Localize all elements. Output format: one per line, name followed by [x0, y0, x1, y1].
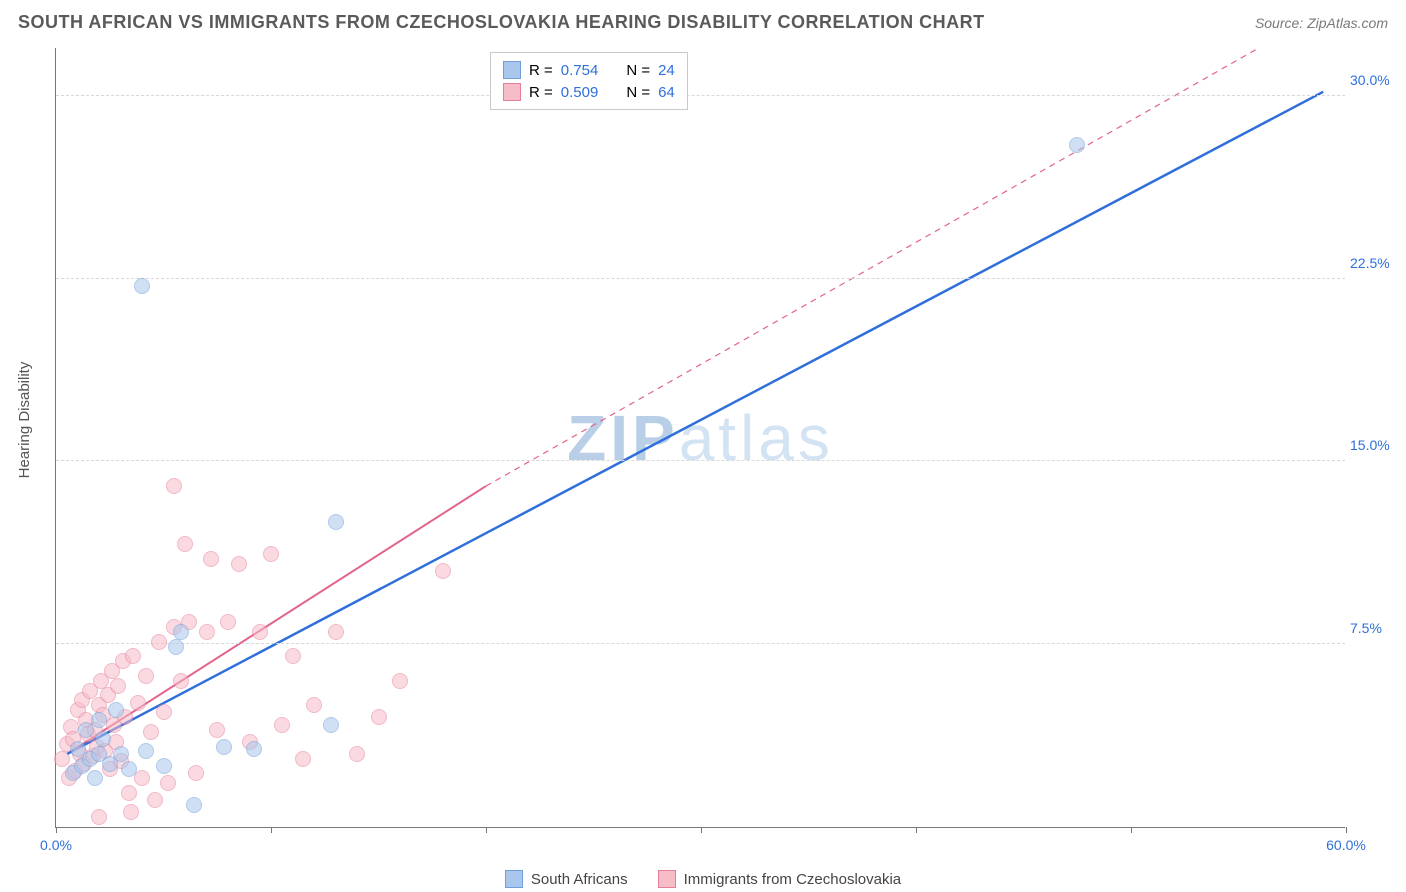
gridline-h: [56, 643, 1345, 644]
scatter-point-series2: [110, 678, 126, 694]
scatter-point-series2: [130, 695, 146, 711]
gridline-h: [56, 460, 1345, 461]
scatter-point-series2: [349, 746, 365, 762]
x-tick: [916, 827, 917, 833]
scatter-point-series2: [134, 770, 150, 786]
y-axis-label: Hearing Disability: [16, 362, 33, 479]
scatter-point-series2: [371, 709, 387, 725]
scatter-point-series1: [95, 731, 111, 747]
r-value: 0.754: [561, 62, 599, 79]
scatter-point-series2: [209, 722, 225, 738]
swatch-series2: [503, 83, 521, 101]
scatter-point-series1: [138, 743, 154, 759]
swatch-series2: [658, 870, 676, 888]
y-tick-label: 15.0%: [1350, 437, 1400, 453]
scatter-point-series1: [108, 702, 124, 718]
n-value: 64: [658, 84, 675, 101]
watermark-bold: ZIP: [567, 402, 679, 474]
x-tick-label: 60.0%: [1326, 837, 1366, 853]
swatch-series1: [503, 61, 521, 79]
r-label: R =: [529, 62, 553, 79]
legend-row-1: R = 0.754 N = 24: [503, 59, 675, 81]
r-label: R =: [529, 84, 553, 101]
y-tick-label: 22.5%: [1350, 255, 1400, 271]
scatter-point-series2: [392, 673, 408, 689]
watermark-light: atlas: [679, 402, 834, 474]
scatter-point-series2: [328, 624, 344, 640]
scatter-point-series2: [151, 634, 167, 650]
scatter-point-series2: [220, 614, 236, 630]
scatter-point-series1: [121, 761, 137, 777]
scatter-point-series2: [203, 551, 219, 567]
scatter-point-series1: [156, 758, 172, 774]
chart-title: SOUTH AFRICAN VS IMMIGRANTS FROM CZECHOS…: [18, 12, 985, 33]
scatter-point-series2: [91, 809, 107, 825]
scatter-point-series2: [156, 704, 172, 720]
scatter-point-series1: [186, 797, 202, 813]
x-tick: [1346, 827, 1347, 833]
scatter-point-series2: [143, 724, 159, 740]
n-label: N =: [626, 84, 650, 101]
scatter-point-series2: [274, 717, 290, 733]
scatter-point-series2: [138, 668, 154, 684]
trend-lines: [56, 48, 1345, 827]
plot-area: ZIPatlas 7.5%15.0%22.5%30.0%0.0%60.0%: [55, 48, 1345, 828]
legend-label: South Africans: [531, 871, 628, 888]
scatter-point-series2: [306, 697, 322, 713]
scatter-point-series1: [328, 514, 344, 530]
scatter-point-series2: [177, 536, 193, 552]
scatter-point-series2: [295, 751, 311, 767]
scatter-point-series2: [188, 765, 204, 781]
scatter-point-series1: [87, 770, 103, 786]
scatter-point-series2: [199, 624, 215, 640]
scatter-point-series2: [263, 546, 279, 562]
scatter-point-series1: [134, 278, 150, 294]
n-label: N =: [626, 62, 650, 79]
scatter-point-series2: [435, 563, 451, 579]
legend-item-series2: Immigrants from Czechoslovakia: [658, 870, 902, 888]
r-value: 0.509: [561, 84, 599, 101]
x-tick: [56, 827, 57, 833]
scatter-point-series2: [123, 804, 139, 820]
scatter-point-series1: [168, 639, 184, 655]
scatter-point-series1: [91, 712, 107, 728]
x-tick-label: 0.0%: [40, 837, 72, 853]
series-legend: South Africans Immigrants from Czechoslo…: [0, 870, 1406, 888]
x-tick: [701, 827, 702, 833]
watermark: ZIPatlas: [567, 401, 834, 475]
scatter-point-series1: [173, 624, 189, 640]
swatch-series1: [505, 870, 523, 888]
x-tick: [271, 827, 272, 833]
legend-item-series1: South Africans: [505, 870, 628, 888]
gridline-h: [56, 278, 1345, 279]
chart-source: Source: ZipAtlas.com: [1255, 15, 1388, 31]
scatter-point-series1: [113, 746, 129, 762]
scatter-point-series1: [1069, 137, 1085, 153]
scatter-point-series2: [160, 775, 176, 791]
scatter-point-series1: [323, 717, 339, 733]
scatter-point-series2: [252, 624, 268, 640]
scatter-point-series2: [147, 792, 163, 808]
scatter-point-series2: [285, 648, 301, 664]
legend-label: Immigrants from Czechoslovakia: [684, 871, 902, 888]
y-tick-label: 30.0%: [1350, 72, 1400, 88]
x-tick: [1131, 827, 1132, 833]
gridline-h: [56, 95, 1345, 96]
scatter-point-series1: [216, 739, 232, 755]
scatter-point-series2: [231, 556, 247, 572]
n-value: 24: [658, 62, 675, 79]
y-tick-label: 7.5%: [1350, 620, 1400, 636]
x-tick: [486, 827, 487, 833]
scatter-point-series2: [121, 785, 137, 801]
legend-row-2: R = 0.509 N = 64: [503, 81, 675, 103]
correlation-legend: R = 0.754 N = 24 R = 0.509 N = 64: [490, 52, 688, 110]
scatter-point-series1: [246, 741, 262, 757]
scatter-point-series2: [125, 648, 141, 664]
scatter-point-series2: [173, 673, 189, 689]
scatter-point-series2: [54, 751, 70, 767]
scatter-point-series2: [166, 478, 182, 494]
